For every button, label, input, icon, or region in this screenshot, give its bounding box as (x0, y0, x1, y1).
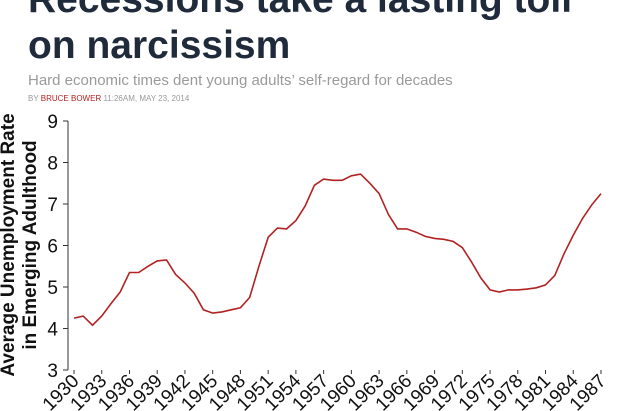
subtitle: Hard economic times dent young adults’ s… (28, 72, 453, 89)
y-tick-label: 8 (47, 154, 58, 175)
y-axis-label-line: in Emerging Adulthood (20, 140, 41, 349)
y-axis-label: Average Unemployment Rate in Emerging Ad… (0, 113, 41, 376)
y-tick-label: 6 (47, 237, 58, 258)
y-tick-label: 4 (47, 320, 58, 341)
title-line: on narcissism (28, 24, 290, 67)
byline: BY BRUCE BOWER 11:26AM, MAY 23, 2014 (28, 94, 190, 103)
author[interactable]: BRUCE BOWER (41, 94, 102, 103)
y-tick-label: 5 (47, 278, 58, 299)
byline-prefix: BY (28, 94, 39, 103)
y-tick-label: 3 (47, 361, 58, 382)
y-tick-label: 7 (47, 195, 58, 216)
data-line (73, 173, 602, 327)
y-axis-label-line: Average Unemployment Rate (0, 113, 19, 376)
date: 11:26AM, MAY 23, 2014 (103, 94, 189, 103)
y-tick-label: 9 (47, 112, 58, 133)
title-line: Recessions take a lasting toll (28, 0, 572, 21)
